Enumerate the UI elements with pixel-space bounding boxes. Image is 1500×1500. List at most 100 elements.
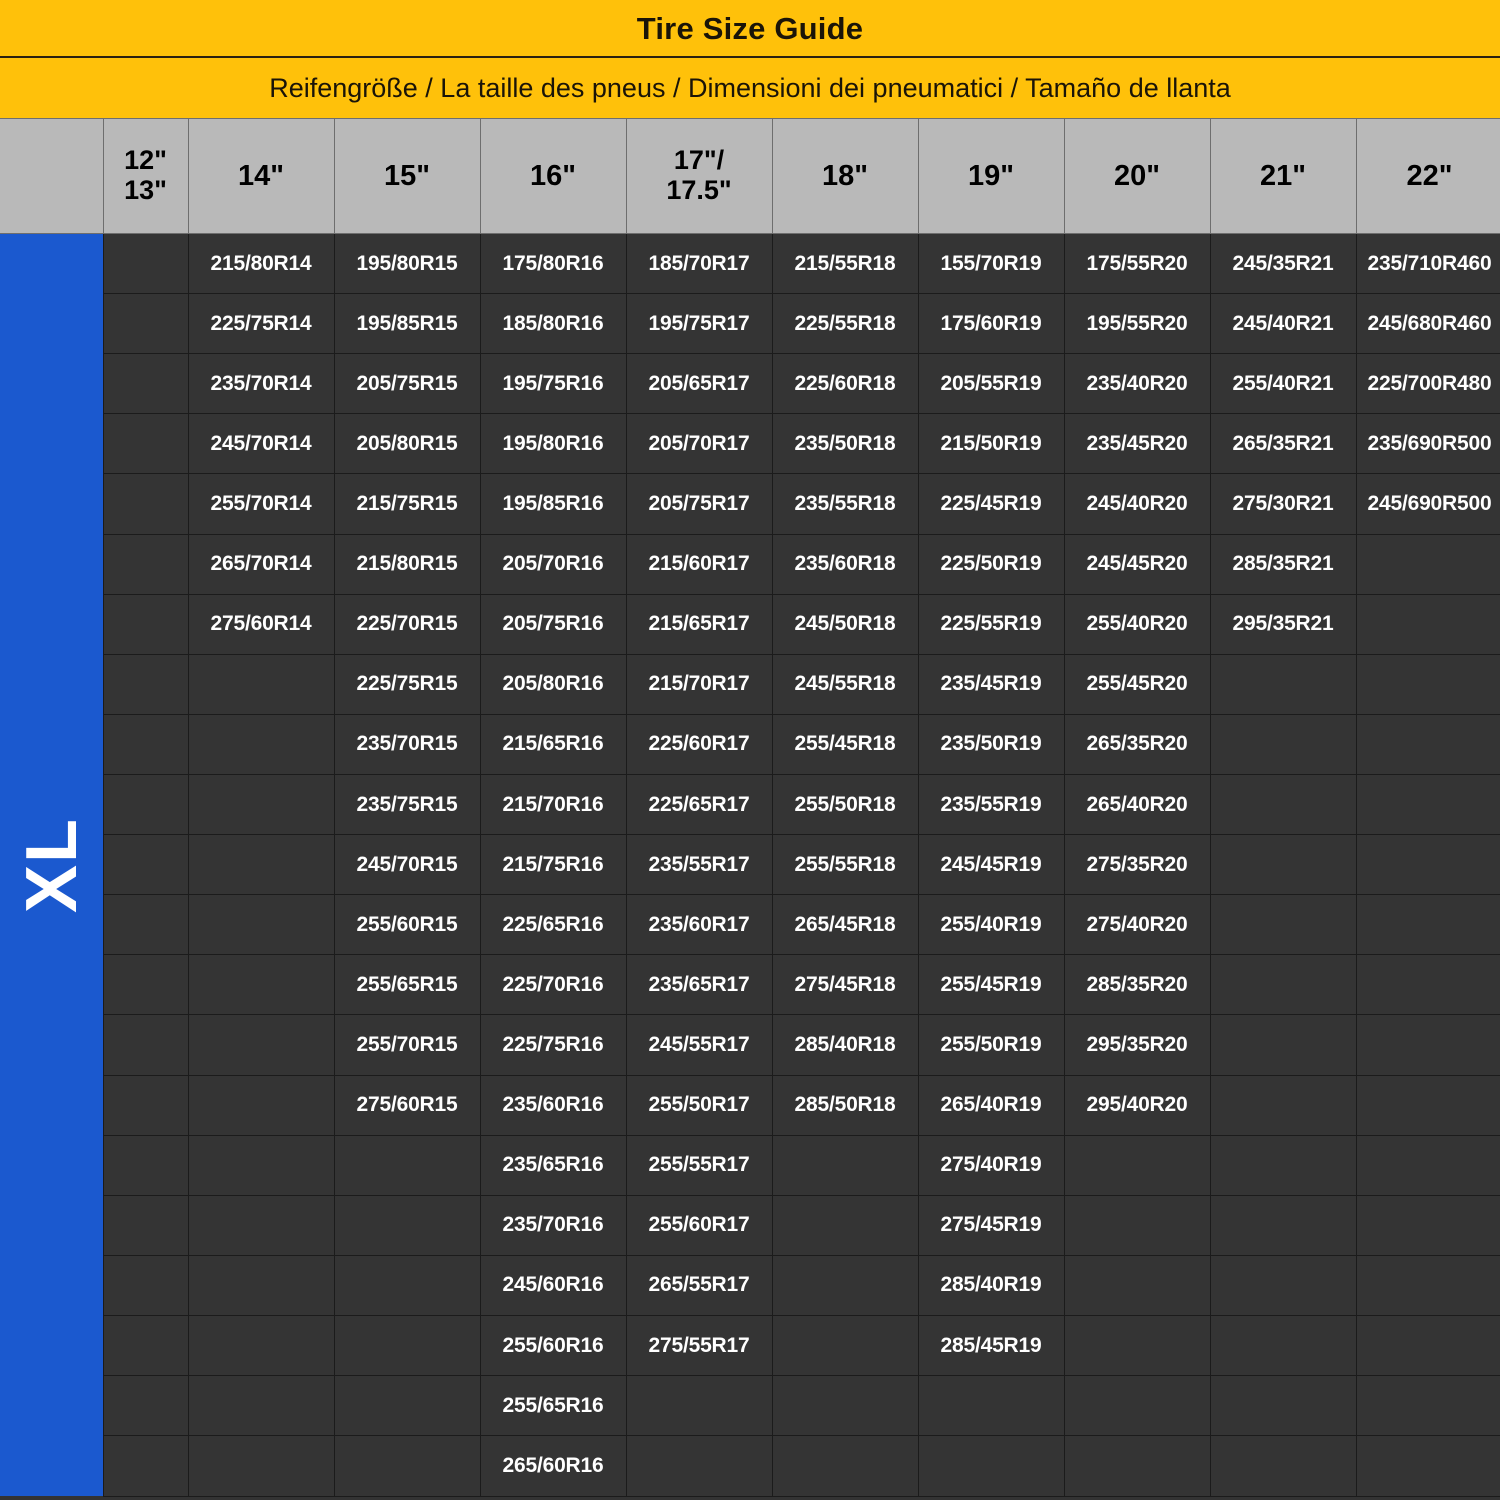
tire-size-cell-c18: 235/50R18 [771,413,919,475]
tire-size-cell-c15 [333,1254,481,1316]
column-header-line: 17"/ [673,145,725,176]
tire-size-cell-c19: 235/55R19 [917,773,1065,836]
table-row: 225/75R14 195/85R15 185/80R16 195/75R17 225/… [0,293,1500,355]
tire-size-cell-c15: 195/85R15 [333,293,481,355]
tire-size-cell-c18 [771,1314,919,1377]
table-row: 255/60R16 275/55R17 285/45R19 [0,1314,1500,1377]
tire-size-cell-c1213 [102,1314,189,1377]
tire-size-cell-c15 [333,1194,481,1256]
tire-size-cell-c16: 225/65R16 [479,894,627,956]
xl-sidebar: XL [0,233,103,1496]
tire-size-cell-c17: 265/55R17 [625,1254,773,1316]
tire-size-cell-c22 [1355,1375,1500,1437]
tire-size-cell-c17: 185/70R17 [625,232,773,295]
tire-size-cell-c19: 225/45R19 [917,473,1065,535]
tire-size-cell-c1213 [102,773,189,836]
tire-size-cell-c17: 235/65R17 [625,954,773,1016]
table-row: 245/70R15 215/75R16 235/55R17 255/55R18 245/… [0,834,1500,896]
table-row: 275/60R15 235/60R16 255/50R17 285/50R18 265/… [0,1074,1500,1136]
tire-size-cell-c19: 215/50R19 [917,413,1065,475]
tire-size-cell-c15 [333,1375,481,1437]
tire-size-cell-c19: 275/45R19 [917,1194,1065,1256]
tire-size-cell-c22 [1355,1254,1500,1316]
tire-size-cell-c17: 195/75R17 [625,293,773,355]
tire-size-cell-c18 [771,1134,919,1196]
tire-size-cell-c15: 225/75R15 [333,653,481,715]
tire-size-cell-c20 [1063,1314,1211,1377]
table-row: 235/70R14 205/75R15 195/75R16 205/65R17 225/… [0,353,1500,415]
tire-size-cell-c1213 [102,1134,189,1196]
tire-size-table: 12" 13" 14" 15" 16" 17"/17.5" 18" 19" 20" 21" 22" … [0,118,1500,1497]
tire-size-cell-c1213 [102,413,189,475]
tire-size-cell-c16: 265/60R16 [479,1435,627,1497]
tire-size-cell-c19: 285/40R19 [917,1254,1065,1316]
tire-size-table-wrapper: 12" 13" 14" 15" 16" 17"/17.5" 18" 19" 20" 21" 22" … [0,118,1500,1500]
tire-size-cell-c18 [771,1254,919,1316]
tire-size-cell-c22 [1355,894,1500,956]
tire-size-cell-c19: 225/50R19 [917,533,1065,595]
tire-size-cell-c22 [1355,593,1500,655]
table-row: 255/60R15 225/65R16 235/60R17 265/45R18 255/… [0,894,1500,956]
tire-size-cell-c14: 265/70R14 [187,533,335,595]
tire-size-cell-c16: 195/75R16 [479,353,627,415]
tire-size-cell-c20: 175/55R20 [1063,232,1211,295]
tire-size-cell-c21 [1209,954,1357,1016]
table-row: XL 215/80R14 195/80R15 175/80R16 185/70R17 21… [0,232,1500,1496]
tire-size-cell-c14: 255/70R14 [187,473,335,535]
tire-size-cell-c21 [1209,894,1357,956]
xl-sidebar-inner: XL [0,234,103,1496]
table-row: 225/75R15 205/80R16 215/70R17 245/55R18 235/… [0,653,1500,715]
table-row: 245/70R14 205/80R15 195/80R16 205/70R17 235/… [0,413,1500,475]
tire-size-cell-c18: 215/55R18 [771,232,919,295]
tire-size-cell-c14 [187,1194,335,1256]
tire-size-cell-c21: 265/35R21 [1209,413,1357,475]
tire-size-cell-c22 [1355,1435,1500,1497]
tire-size-cell-c21 [1209,1074,1357,1136]
tire-size-cell-c18 [771,1194,919,1256]
tire-size-cell-c16: 225/75R16 [479,1014,627,1076]
tire-size-cell-c21 [1209,653,1357,715]
column-header-c22: 22" [1355,118,1500,234]
tire-size-cell-c22: 235/690R500 [1355,413,1500,475]
table-row: 235/70R15 215/65R16 225/60R17 255/45R18 235/… [0,713,1500,775]
tire-size-cell-c16: 215/70R16 [479,773,627,836]
tire-size-cell-c20: 295/40R20 [1063,1074,1211,1136]
tire-size-cell-c17: 235/55R17 [625,834,773,896]
tire-size-cell-c16: 255/65R16 [479,1375,627,1437]
tire-size-cell-c14 [187,1314,335,1377]
xl-label: XL [11,816,92,914]
tire-size-cell-c19: 285/45R19 [917,1314,1065,1377]
tire-size-cell-c21 [1209,713,1357,775]
table-row: 255/70R14 215/75R15 195/85R16 205/75R17 235/… [0,473,1500,535]
tire-size-cell-c16: 205/70R16 [479,533,627,595]
title-banner: Tire Size Guide Reifengröße / La taille … [0,0,1500,118]
tire-size-cell-c19: 255/40R19 [917,894,1065,956]
tire-size-cell-c1213 [102,894,189,956]
tire-size-cell-c19: 255/45R19 [917,954,1065,1016]
table-row: 235/65R16 255/55R17 275/40R19 [0,1134,1500,1196]
tire-size-cell-c20: 265/40R20 [1063,773,1211,836]
table-row: 235/75R15 215/70R16 225/65R17 255/50R18 235/… [0,773,1500,836]
tire-size-cell-c21 [1209,773,1357,836]
tire-size-cell-c17 [625,1435,773,1497]
tire-size-cell-c14 [187,834,335,896]
column-header-c18: 18" [771,118,919,234]
table-row: 255/65R15 225/70R16 235/65R17 275/45R18 255/… [0,954,1500,1016]
tire-size-cell-c22 [1355,1074,1500,1136]
tire-size-cell-c20 [1063,1435,1211,1497]
tire-size-cell-c15: 275/60R15 [333,1074,481,1136]
tire-size-cell-c20: 295/35R20 [1063,1014,1211,1076]
tire-size-cell-c20: 275/35R20 [1063,834,1211,896]
tire-size-cell-c14 [187,1014,335,1076]
tire-size-cell-c16: 225/70R16 [479,954,627,1016]
tire-size-cell-c16: 215/75R16 [479,834,627,896]
tire-size-cell-c22 [1355,1134,1500,1196]
tire-size-cell-c22 [1355,1014,1500,1076]
tire-size-cell-c17: 255/60R17 [625,1194,773,1256]
tire-size-cell-c20: 245/45R20 [1063,533,1211,595]
tire-size-cell-c16: 245/60R16 [479,1254,627,1316]
tire-size-cell-c18: 235/55R18 [771,473,919,535]
tire-size-cell-c19: 275/40R19 [917,1134,1065,1196]
tire-size-cell-c15: 255/60R15 [333,894,481,956]
